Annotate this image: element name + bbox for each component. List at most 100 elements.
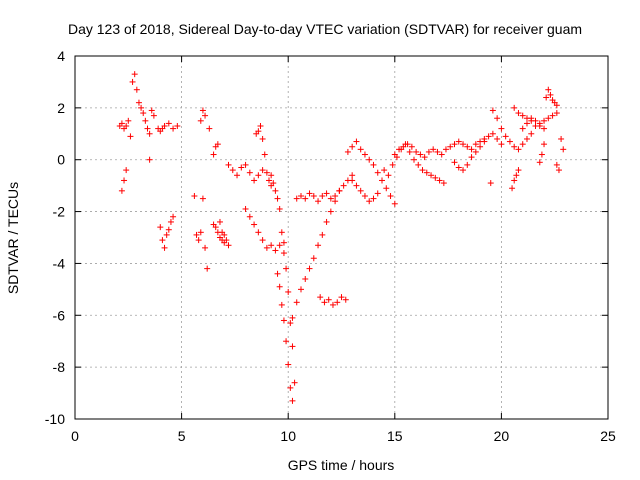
data-point xyxy=(214,229,221,236)
data-point xyxy=(472,141,479,148)
data-point xyxy=(391,151,398,158)
points-layer xyxy=(116,71,567,404)
data-point xyxy=(142,117,149,124)
x-axis-label: GPS time / hours xyxy=(288,457,395,473)
data-point xyxy=(118,120,125,127)
data-point xyxy=(127,133,134,140)
data-point xyxy=(361,151,368,158)
data-point xyxy=(332,193,339,200)
data-point xyxy=(165,226,172,233)
data-point xyxy=(310,193,317,200)
data-point xyxy=(138,104,145,111)
data-point xyxy=(532,123,539,130)
data-point xyxy=(357,146,364,153)
data-point xyxy=(280,239,287,246)
data-point xyxy=(261,151,268,158)
data-point xyxy=(170,213,177,220)
data-point xyxy=(430,146,437,153)
data-point xyxy=(387,193,394,200)
data-point xyxy=(451,141,458,148)
data-point xyxy=(163,231,170,238)
data-point xyxy=(118,187,125,194)
data-point xyxy=(436,177,443,184)
data-point xyxy=(366,156,373,163)
data-point xyxy=(336,187,343,194)
data-point xyxy=(131,71,138,78)
data-point xyxy=(199,195,206,202)
data-point xyxy=(283,265,290,272)
y-tick-label: -10 xyxy=(45,411,65,427)
data-point xyxy=(195,237,202,244)
data-point xyxy=(498,125,505,132)
tick-layer: 0 5 10 15 20 25 -10 -8 -6 -4 -2 0 2 4 xyxy=(45,48,616,444)
data-point xyxy=(285,361,292,368)
x-tick-label: 15 xyxy=(387,428,403,444)
data-point xyxy=(206,125,213,132)
x-tick-label: 5 xyxy=(178,428,186,444)
data-point xyxy=(553,110,560,117)
data-point xyxy=(349,177,356,184)
data-point xyxy=(425,148,432,155)
data-point xyxy=(270,180,277,187)
data-point xyxy=(494,115,501,122)
y-tick-label: -4 xyxy=(53,255,66,271)
data-point xyxy=(541,125,548,132)
data-point xyxy=(413,148,420,155)
data-point xyxy=(302,195,309,202)
data-point xyxy=(334,299,341,306)
data-point xyxy=(455,138,462,145)
data-point xyxy=(289,397,296,404)
data-point xyxy=(440,180,447,187)
data-point xyxy=(221,231,228,238)
data-point xyxy=(498,141,505,148)
data-point xyxy=(287,320,294,327)
data-point xyxy=(268,172,275,179)
data-point xyxy=(553,161,560,168)
data-point xyxy=(423,169,430,176)
data-point xyxy=(197,229,204,236)
data-point xyxy=(212,224,219,231)
data-point xyxy=(553,102,560,109)
data-point xyxy=(523,115,530,122)
data-point xyxy=(263,244,270,251)
data-point xyxy=(379,177,386,184)
data-point xyxy=(543,94,550,101)
data-point xyxy=(285,288,292,295)
data-point xyxy=(310,255,317,262)
data-point xyxy=(415,161,422,168)
data-point xyxy=(283,338,290,345)
data-point xyxy=(353,182,360,189)
data-point xyxy=(555,167,562,174)
data-point xyxy=(349,172,356,179)
x-tick-label: 20 xyxy=(494,428,510,444)
x-tick-label: 0 xyxy=(71,428,79,444)
data-point xyxy=(280,317,287,324)
data-point xyxy=(157,224,164,231)
data-point xyxy=(451,159,458,166)
data-point xyxy=(129,78,136,85)
data-point xyxy=(123,123,130,130)
data-point xyxy=(472,148,479,155)
data-point xyxy=(547,91,554,98)
data-point xyxy=(297,286,304,293)
data-point xyxy=(374,169,381,176)
data-point xyxy=(135,99,142,106)
data-point xyxy=(255,128,262,135)
data-point xyxy=(216,218,223,225)
data-point xyxy=(315,242,322,249)
data-point xyxy=(442,146,449,153)
grid-layer xyxy=(75,56,608,419)
data-point xyxy=(133,86,140,93)
plot-frame xyxy=(74,55,609,420)
data-point xyxy=(374,190,381,197)
y-tick-label: 0 xyxy=(57,152,65,168)
data-point xyxy=(197,117,204,124)
data-point xyxy=(272,187,279,194)
data-point xyxy=(257,123,264,130)
data-point xyxy=(489,107,496,114)
data-point xyxy=(315,198,322,205)
data-point xyxy=(515,167,522,174)
data-point xyxy=(400,143,407,150)
data-point xyxy=(464,161,471,168)
